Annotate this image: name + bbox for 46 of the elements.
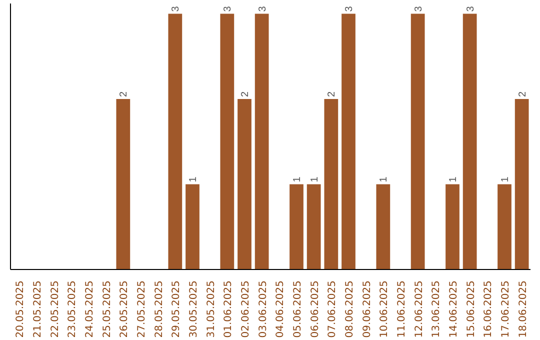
x-tick-label: 17.06.2025 (500, 280, 512, 338)
data-label: 1 (448, 176, 459, 182)
x-tick-label: 02.06.2025 (240, 280, 252, 338)
data-label: 3 (257, 6, 268, 12)
x-tick-label: 26.05.2025 (119, 280, 130, 338)
data-label: 2 (240, 90, 251, 97)
x-tick-label: 05.06.2025 (292, 280, 304, 338)
data-label: 3 (222, 6, 234, 12)
x-tick-label: 12.06.2025 (414, 280, 425, 338)
x-tick-label: 11.06.2025 (396, 280, 408, 338)
x-tick-label: 13.06.2025 (431, 280, 442, 338)
data-label: 1 (378, 176, 390, 182)
x-tick-label: 24.05.2025 (84, 280, 96, 338)
x-tick-label: 31.05.2025 (206, 280, 217, 338)
data-label: 3 (413, 6, 424, 12)
x-tick-label: 30.05.2025 (188, 280, 200, 338)
data-label: 2 (118, 90, 130, 97)
data-label: 1 (500, 176, 511, 182)
data-label: 3 (465, 6, 476, 12)
x-tick-label: 27.05.2025 (136, 280, 148, 338)
x-tick-label: 03.06.2025 (258, 280, 269, 338)
x-tick-label: 15.06.2025 (466, 280, 477, 338)
data-label: 1 (292, 176, 303, 182)
x-tick-label: 14.06.2025 (448, 280, 460, 338)
x-tick-label: 25.05.2025 (102, 280, 113, 338)
x-tick-label: 21.05.2025 (32, 280, 44, 338)
x-tick-label: 22.05.2025 (50, 280, 61, 338)
data-label: 2 (326, 90, 338, 97)
data-label: 1 (309, 176, 320, 182)
x-tick-label: 28.05.2025 (154, 280, 165, 338)
data-label: 1 (188, 176, 199, 182)
x-tick-label: 16.06.2025 (483, 280, 494, 338)
x-tick-label: 20.05.2025 (15, 280, 26, 338)
x-tick-label: 18.06.2025 (518, 280, 529, 338)
data-label: 2 (517, 90, 528, 97)
x-tick-label: 09.06.2025 (362, 280, 373, 338)
x-tick-label: 29.05.2025 (171, 280, 182, 338)
data-label: 3 (170, 6, 182, 12)
data-label: 3 (344, 6, 355, 12)
x-tick-label: 04.06.2025 (275, 280, 286, 338)
x-tick-label: 01.06.2025 (223, 280, 234, 338)
x-tick-label: 06.06.2025 (310, 280, 321, 338)
x-tick-label: 07.06.2025 (327, 280, 338, 338)
x-tick-label: 10.06.2025 (379, 280, 390, 338)
x-tick-label: 08.06.2025 (344, 280, 356, 338)
x-tick-label: 23.05.2025 (67, 280, 78, 338)
